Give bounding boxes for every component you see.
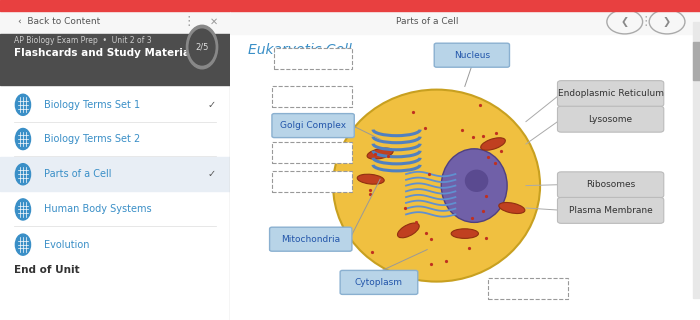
Circle shape bbox=[186, 25, 218, 69]
FancyBboxPatch shape bbox=[557, 106, 664, 132]
Text: Human Body Systems: Human Body Systems bbox=[43, 204, 151, 214]
Bar bbox=[272, 171, 352, 192]
Circle shape bbox=[15, 94, 31, 116]
Text: ❯: ❯ bbox=[663, 17, 671, 27]
Ellipse shape bbox=[367, 148, 393, 159]
Text: End of Unit: End of Unit bbox=[14, 265, 79, 276]
Text: Parts of a Cell: Parts of a Cell bbox=[396, 17, 459, 26]
Text: ✕: ✕ bbox=[209, 17, 218, 27]
Ellipse shape bbox=[452, 229, 478, 238]
FancyBboxPatch shape bbox=[557, 172, 664, 198]
Text: AP Biology Exam Prep  •  Unit 2 of 3: AP Biology Exam Prep • Unit 2 of 3 bbox=[14, 36, 151, 45]
Text: Cytoplasm: Cytoplasm bbox=[355, 278, 403, 287]
Ellipse shape bbox=[499, 203, 525, 213]
Bar bbox=[0, 11, 230, 34]
Circle shape bbox=[15, 199, 31, 220]
Text: ✓: ✓ bbox=[207, 169, 216, 179]
Text: Biology Terms Set 1: Biology Terms Set 1 bbox=[43, 100, 140, 110]
Bar bbox=[272, 86, 352, 107]
FancyBboxPatch shape bbox=[270, 227, 352, 251]
FancyBboxPatch shape bbox=[434, 43, 510, 67]
Text: Plasma Membrane: Plasma Membrane bbox=[568, 206, 652, 215]
Text: Endoplasmic Reticulum: Endoplasmic Reticulum bbox=[558, 89, 664, 98]
Text: Biology Terms Set 2: Biology Terms Set 2 bbox=[43, 134, 140, 144]
Ellipse shape bbox=[398, 223, 419, 238]
Text: ‹  Back to Content: ‹ Back to Content bbox=[18, 17, 101, 26]
Bar bbox=[230, 11, 700, 34]
Bar bbox=[693, 22, 700, 298]
Bar bbox=[230, 0, 700, 11]
Text: Parts of a Cell: Parts of a Cell bbox=[43, 169, 111, 179]
FancyBboxPatch shape bbox=[340, 270, 418, 294]
Bar bbox=[274, 48, 352, 69]
Bar bbox=[693, 42, 700, 80]
FancyBboxPatch shape bbox=[272, 114, 354, 138]
Bar bbox=[0, 0, 230, 11]
Text: ❮: ❮ bbox=[621, 17, 629, 27]
Bar bbox=[272, 142, 352, 163]
Text: Mitochondria: Mitochondria bbox=[281, 235, 340, 244]
Text: ✓: ✓ bbox=[207, 100, 216, 110]
Text: Golgi Complex: Golgi Complex bbox=[280, 121, 346, 130]
Bar bbox=[0, 34, 230, 85]
Ellipse shape bbox=[465, 170, 489, 192]
FancyBboxPatch shape bbox=[557, 197, 664, 223]
Ellipse shape bbox=[357, 174, 384, 184]
Text: ⋮: ⋮ bbox=[182, 15, 195, 28]
FancyBboxPatch shape bbox=[557, 81, 664, 107]
Text: Flashcards and Study Materials: Flashcards and Study Materials bbox=[14, 48, 199, 58]
Text: Evolution: Evolution bbox=[43, 240, 89, 250]
Circle shape bbox=[15, 164, 31, 185]
Text: 2/5: 2/5 bbox=[195, 43, 209, 52]
Circle shape bbox=[15, 234, 31, 255]
Text: Eukaryotic Cell: Eukaryotic Cell bbox=[248, 43, 352, 57]
Bar bbox=[489, 278, 568, 299]
Text: Ribosomes: Ribosomes bbox=[586, 180, 635, 189]
Text: ⋮: ⋮ bbox=[640, 15, 652, 28]
Ellipse shape bbox=[481, 138, 505, 150]
Bar bbox=[0, 157, 230, 191]
Text: Lysosome: Lysosome bbox=[589, 115, 633, 124]
Ellipse shape bbox=[333, 90, 540, 282]
Text: Nucleus: Nucleus bbox=[454, 51, 490, 60]
Circle shape bbox=[15, 128, 31, 149]
Circle shape bbox=[189, 29, 215, 65]
Ellipse shape bbox=[441, 149, 507, 222]
